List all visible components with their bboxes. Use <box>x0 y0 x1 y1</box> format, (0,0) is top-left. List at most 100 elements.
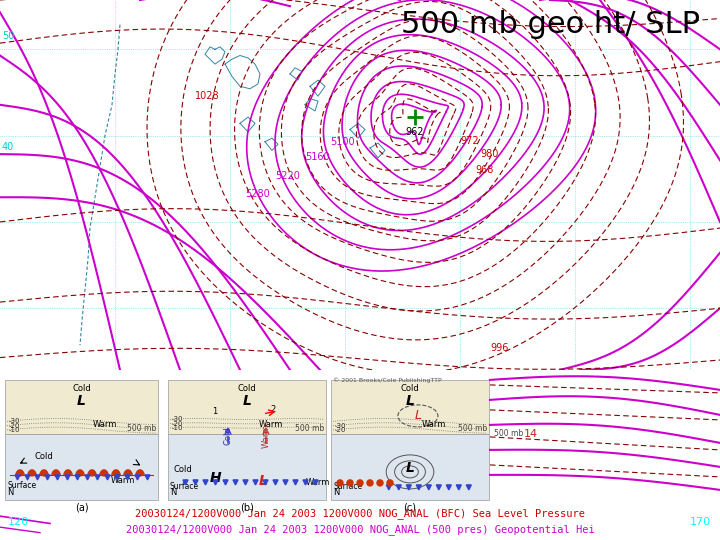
Text: N: N <box>170 488 176 497</box>
Text: 2: 2 <box>271 405 276 414</box>
Polygon shape <box>456 485 462 490</box>
Polygon shape <box>243 480 248 485</box>
Circle shape <box>377 480 383 486</box>
Text: 500 mb: 500 mb <box>127 424 156 433</box>
Polygon shape <box>85 475 90 480</box>
Circle shape <box>347 480 353 486</box>
Text: Warm: Warm <box>111 476 135 485</box>
Text: Warm: Warm <box>306 478 330 487</box>
Text: (b): (b) <box>240 503 254 513</box>
Text: Surface: Surface <box>170 482 199 491</box>
Polygon shape <box>416 485 421 490</box>
Text: 14: 14 <box>524 429 538 439</box>
Circle shape <box>357 480 363 486</box>
Text: Surface: Surface <box>7 481 36 490</box>
Text: -30: -30 <box>9 418 20 424</box>
Circle shape <box>113 470 119 476</box>
Circle shape <box>387 480 393 486</box>
Polygon shape <box>35 475 40 480</box>
Text: L: L <box>77 394 86 408</box>
Bar <box>331 380 489 434</box>
Text: 20030124/1200V000 Jan 24 2003 1200V000 NOG_ANAL (500 pres) Geopotential Hei: 20030124/1200V000 Jan 24 2003 1200V000 N… <box>125 524 595 535</box>
Text: Cold: Cold <box>400 384 419 393</box>
Polygon shape <box>387 485 391 490</box>
Text: Cold: Cold <box>238 384 256 393</box>
Circle shape <box>29 470 35 476</box>
Circle shape <box>53 470 59 476</box>
Polygon shape <box>115 475 120 480</box>
Polygon shape <box>313 480 318 485</box>
Text: 40: 40 <box>2 142 14 152</box>
Text: 500 mb: 500 mb <box>494 429 523 438</box>
Text: 996: 996 <box>490 343 508 353</box>
Polygon shape <box>253 480 258 485</box>
Polygon shape <box>105 475 110 480</box>
Polygon shape <box>55 475 60 480</box>
Polygon shape <box>303 480 308 485</box>
Polygon shape <box>446 485 451 490</box>
Text: © 2001 Brooks/Cole PublishingTTP: © 2001 Brooks/Cole PublishingTTP <box>333 377 441 382</box>
Polygon shape <box>467 485 472 490</box>
Polygon shape <box>183 480 188 485</box>
Text: -30: -30 <box>172 416 184 422</box>
Text: 962: 962 <box>406 127 424 137</box>
Circle shape <box>137 470 143 476</box>
Text: Cold: Cold <box>72 384 91 393</box>
Text: 120: 120 <box>7 517 29 526</box>
Text: 5160: 5160 <box>305 152 330 163</box>
Text: 1: 1 <box>212 407 217 416</box>
Text: 972: 972 <box>460 136 479 146</box>
Polygon shape <box>65 475 70 480</box>
Text: Warm: Warm <box>421 420 446 429</box>
Bar <box>5 380 158 434</box>
Circle shape <box>125 470 131 476</box>
Text: Cold: Cold <box>173 465 192 474</box>
Text: Cold: Cold <box>223 427 233 446</box>
Polygon shape <box>95 475 100 480</box>
Text: H: H <box>210 471 221 485</box>
Polygon shape <box>436 485 441 490</box>
Text: 968: 968 <box>475 165 493 174</box>
Text: (c): (c) <box>403 503 416 513</box>
Bar <box>5 434 158 500</box>
Text: N: N <box>7 488 14 497</box>
Circle shape <box>337 480 343 486</box>
Polygon shape <box>293 480 298 485</box>
Bar <box>331 434 489 500</box>
Text: L: L <box>405 461 415 475</box>
Text: 1028: 1028 <box>195 91 220 100</box>
Circle shape <box>89 470 95 476</box>
Polygon shape <box>273 480 278 485</box>
Text: 5280: 5280 <box>246 190 270 199</box>
Polygon shape <box>283 480 288 485</box>
Text: Warm: Warm <box>258 420 283 429</box>
Polygon shape <box>45 475 50 480</box>
Polygon shape <box>15 475 20 480</box>
Text: Warm: Warm <box>92 420 117 429</box>
Polygon shape <box>135 475 140 480</box>
Polygon shape <box>396 485 401 490</box>
Text: N: N <box>333 488 339 497</box>
Text: -20: -20 <box>335 427 346 433</box>
Circle shape <box>77 470 83 476</box>
Text: 500 mb geo ht/ SLP: 500 mb geo ht/ SLP <box>401 10 700 39</box>
Text: (a): (a) <box>75 503 89 513</box>
Polygon shape <box>75 475 80 480</box>
Text: L: L <box>405 394 415 408</box>
Text: -10: -10 <box>9 427 20 433</box>
Circle shape <box>65 470 71 476</box>
Polygon shape <box>25 475 30 480</box>
Polygon shape <box>426 485 431 490</box>
Text: 980: 980 <box>480 148 498 159</box>
Circle shape <box>41 470 47 476</box>
Polygon shape <box>145 475 150 480</box>
Text: Cold: Cold <box>35 452 53 461</box>
Text: -10: -10 <box>172 425 184 431</box>
Circle shape <box>367 480 373 486</box>
Text: L: L <box>243 394 251 408</box>
Bar <box>168 434 326 500</box>
Text: 500 mb: 500 mb <box>294 424 324 433</box>
Text: 5100: 5100 <box>330 138 355 147</box>
Text: -30: -30 <box>335 423 346 429</box>
Text: 20030124/1200V000 Jan 24 2003 1200V000 NOG_ANAL (BFC) Sea Level Pressure: 20030124/1200V000 Jan 24 2003 1200V000 N… <box>135 508 585 519</box>
